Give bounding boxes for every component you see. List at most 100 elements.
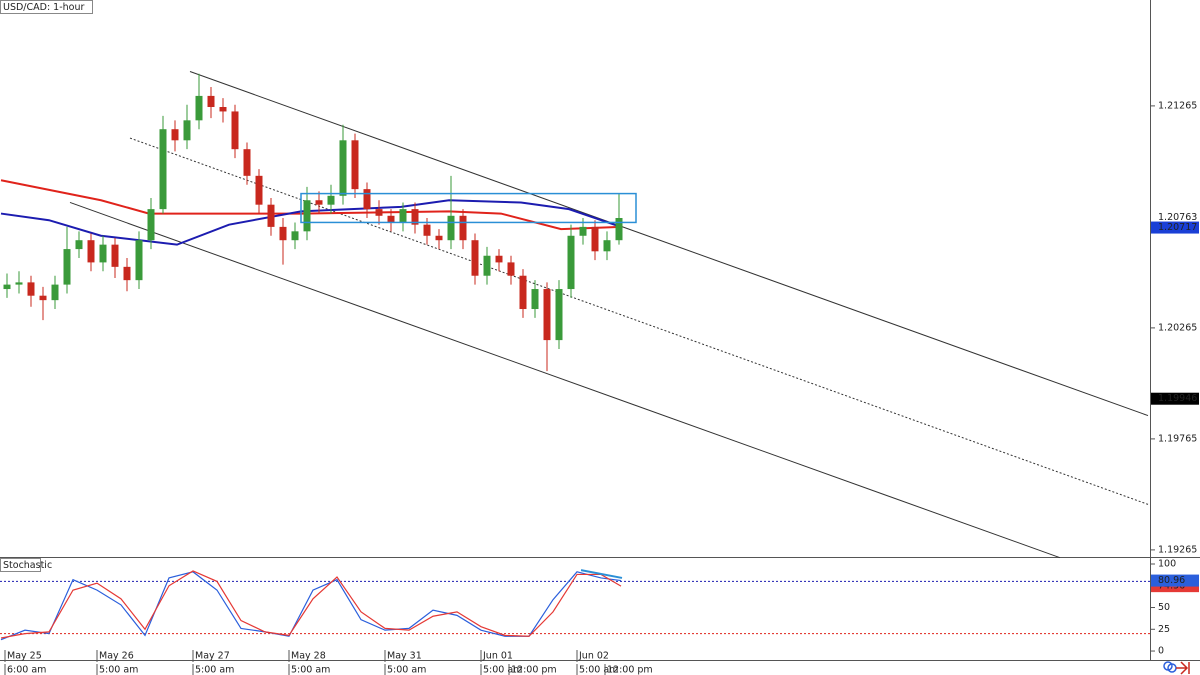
candle-body <box>459 215 467 241</box>
candle-body <box>315 200 323 205</box>
candle-body <box>555 289 563 341</box>
x-tick-label: 6:00 am <box>7 665 46 675</box>
x-tick-label: May 31 <box>387 651 422 662</box>
x-tick-label: 12:00 pm <box>607 665 653 675</box>
x-tick-label: 12:00 pm <box>511 665 557 675</box>
candle-body <box>123 266 131 281</box>
candle-body <box>363 189 371 210</box>
candle-body <box>423 224 431 236</box>
candle-body <box>471 240 479 276</box>
candle-body <box>243 149 251 176</box>
y-tick-label: 50 <box>1158 602 1170 613</box>
x-tick-label: May 25 <box>7 651 42 662</box>
y-tick-label: 1.19765 <box>1158 433 1197 444</box>
candle-body <box>39 295 47 301</box>
x-tick-label: May 27 <box>195 651 230 662</box>
candle-body <box>15 282 23 285</box>
candle-body <box>195 95 203 121</box>
range-box <box>300 192 637 224</box>
price-tag-bg <box>1151 221 1199 234</box>
candle-body <box>231 111 239 150</box>
candle-body <box>507 262 515 276</box>
candle-body <box>63 249 71 285</box>
price-tag-bg <box>1151 211 1199 224</box>
candle-body <box>75 240 83 250</box>
x-tick-label: May 26 <box>99 651 134 662</box>
candle-body <box>267 204 275 227</box>
candle-body <box>219 107 227 112</box>
candle-body <box>3 284 11 290</box>
candle-body <box>291 231 299 241</box>
y-tick-label: 0 <box>1158 646 1164 657</box>
y-tick-label: 1.21265 <box>1158 100 1197 111</box>
trendline <box>129 137 1149 505</box>
divergence-line <box>580 569 623 579</box>
x-tick-label: 5:00 am <box>483 665 522 675</box>
price-tag-bg <box>1151 392 1199 405</box>
candle-body <box>255 175 263 205</box>
candle-body <box>543 289 551 341</box>
plot: 1.21265 1.20265 1.19765 1.19265 1.207631.207… <box>0 71 1199 675</box>
indicator-title: Stochastic <box>3 560 52 571</box>
x-tick-label: 5:00 am <box>291 665 330 675</box>
candle-body <box>147 209 155 241</box>
candle-body <box>567 235 575 290</box>
candle-body <box>111 244 119 267</box>
price-tag: 1.20717 <box>1158 222 1197 233</box>
candle-body <box>411 209 419 225</box>
indicator-box <box>0 558 41 572</box>
candle-body <box>351 140 359 190</box>
price-tag: 1.19946 <box>1158 393 1197 404</box>
candle-body <box>579 226 587 236</box>
stochastic-line <box>0 570 622 639</box>
candle-body <box>375 209 383 216</box>
candle-body <box>591 226 599 252</box>
candle-body <box>615 218 623 241</box>
y-tick-label: 100 <box>1158 559 1176 570</box>
candle-body <box>327 195 335 205</box>
x-tick-label: 5:00 am <box>195 665 234 675</box>
x-tick-label: 5:00 am <box>99 665 138 675</box>
trendline <box>189 71 1149 417</box>
value-tag-bg <box>1151 574 1199 587</box>
title-box <box>0 0 93 14</box>
x-tick-label: 5:00 am <box>387 665 426 675</box>
icons[interactable] <box>1163 661 1190 675</box>
candle-body <box>519 275 527 310</box>
icon-arrow[interactable] <box>1176 661 1190 675</box>
y-tick-label: 25 <box>1158 624 1170 635</box>
trendline <box>69 201 1061 559</box>
candle-body <box>279 226 287 241</box>
y-tick-label: 1.20265 <box>1158 322 1197 333</box>
candle-body <box>51 284 59 301</box>
candle-body <box>531 289 539 310</box>
candle-body <box>183 120 191 141</box>
candle-body <box>603 240 611 252</box>
moving-average <box>0 179 622 231</box>
candle-body <box>435 235 443 241</box>
candle-body <box>27 282 35 296</box>
candle-body <box>171 129 179 141</box>
candle-body <box>483 255 491 276</box>
price-tag: 1.20763 <box>1158 212 1197 223</box>
value-tag: 80.96 <box>1158 575 1185 586</box>
candle-body <box>399 209 407 223</box>
candle-body <box>339 140 347 196</box>
chart-title: USD/CAD: 1-hour <box>3 2 84 13</box>
y-tick-label: 1.19265 <box>1158 544 1197 555</box>
x-tick-label: Jun 02 <box>578 651 609 662</box>
candle-body <box>447 215 455 241</box>
candle-body <box>303 200 311 232</box>
x-tick-label: 5:00 am <box>579 665 618 675</box>
candle-body <box>495 255 503 263</box>
candle-body <box>99 244 107 263</box>
candle-body <box>135 240 143 281</box>
candle-body <box>159 129 167 210</box>
x-tick-label: Jun 01 <box>482 651 513 662</box>
candle-body <box>207 95 215 108</box>
candle-body <box>387 215 395 223</box>
candle-body <box>87 240 95 263</box>
x-tick-label: May 28 <box>291 651 326 662</box>
